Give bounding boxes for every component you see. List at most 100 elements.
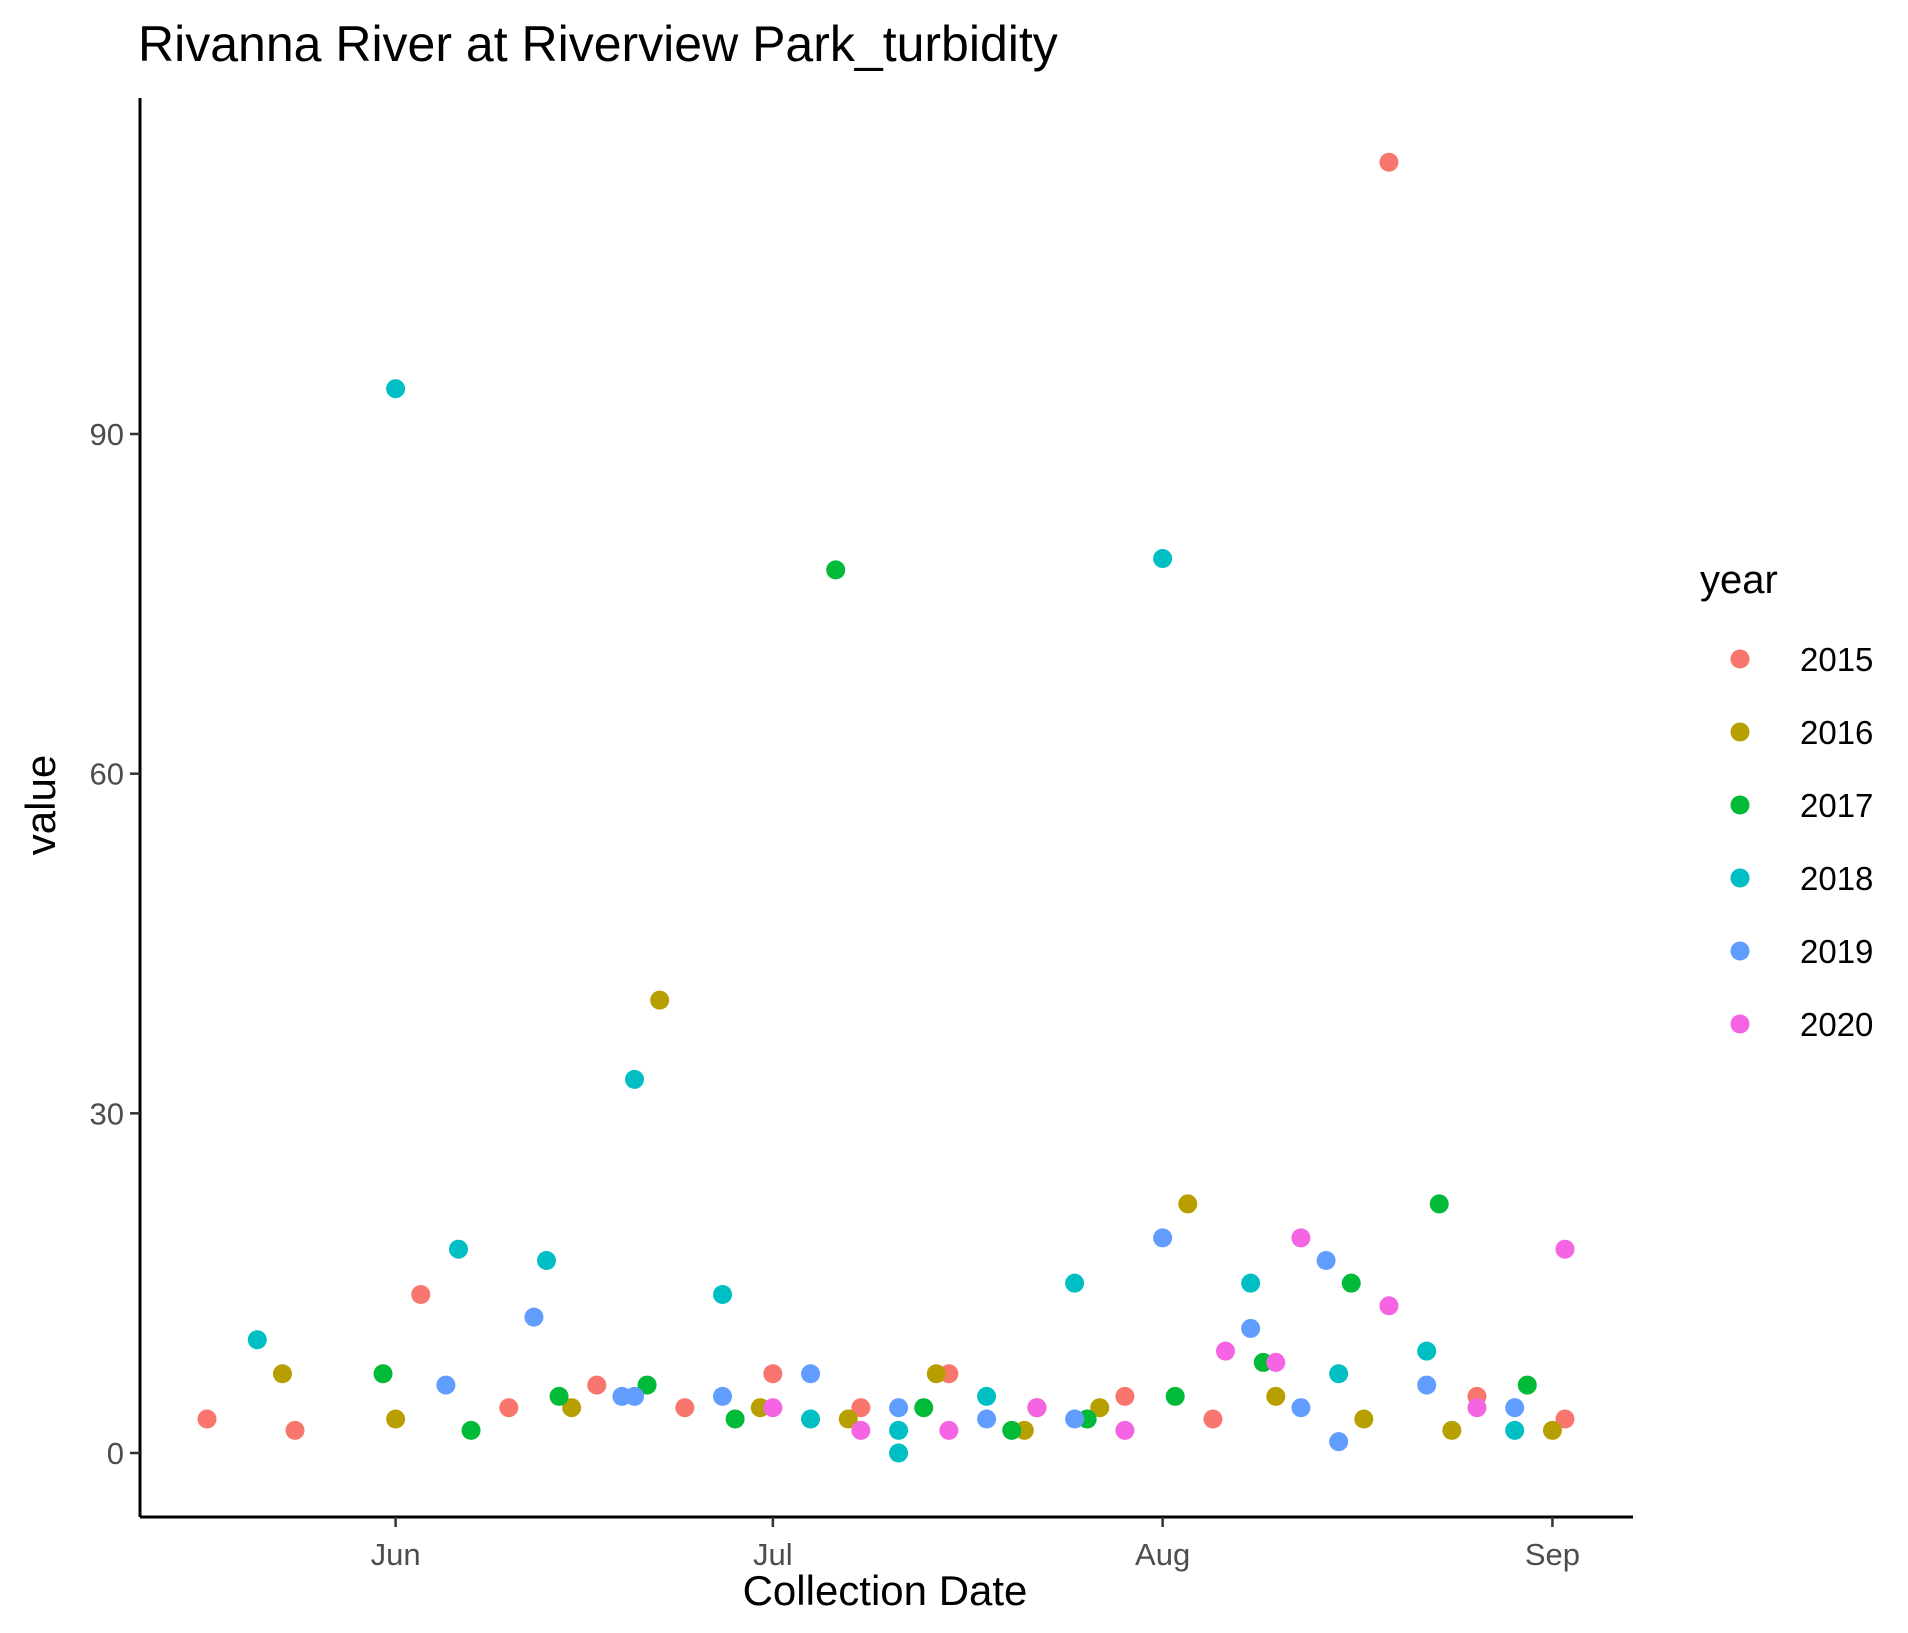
data-point-2017-12 xyxy=(1429,1194,1449,1214)
x-tick-label-sep: Sep xyxy=(1525,1537,1580,1572)
data-point-2019-14 xyxy=(1417,1375,1437,1395)
data-point-2015-2 xyxy=(411,1284,431,1304)
data-points xyxy=(197,152,1575,1463)
data-point-2016-13 xyxy=(1442,1420,1462,1440)
data-point-2017-4 xyxy=(725,1409,745,1429)
y-axis-title: value xyxy=(17,755,64,855)
data-point-2020-8 xyxy=(1379,1296,1399,1316)
data-point-2016-1 xyxy=(386,1409,406,1429)
axes: 0 30 60 90 Jun Jul Aug Sep xyxy=(90,98,1633,1572)
data-point-2016-11 xyxy=(1266,1386,1286,1406)
data-point-2018-11 xyxy=(1153,549,1173,569)
legend: year 2015 2016 2017 2018 2019 2020 xyxy=(1700,558,1873,1043)
data-point-2020-0 xyxy=(763,1398,783,1418)
data-point-2016-10 xyxy=(1178,1194,1198,1214)
data-point-2018-6 xyxy=(801,1409,821,1429)
data-point-2016-9 xyxy=(1090,1398,1110,1418)
data-point-2018-5 xyxy=(713,1284,733,1304)
data-point-2019-15 xyxy=(1505,1398,1525,1418)
x-tick-label-jun: Jun xyxy=(371,1537,421,1572)
data-point-2017-5 xyxy=(826,560,846,580)
data-point-2016-6 xyxy=(926,1364,946,1384)
data-point-2017-7 xyxy=(1002,1420,1022,1440)
legend-key-2019 xyxy=(1730,941,1750,961)
data-point-2015-5 xyxy=(675,1398,695,1418)
data-point-2019-1 xyxy=(524,1307,544,1327)
data-point-2018-9 xyxy=(977,1386,997,1406)
data-point-2019-3 xyxy=(625,1386,645,1406)
data-point-2019-13 xyxy=(1329,1432,1349,1452)
data-point-2017-2 xyxy=(549,1386,569,1406)
legend-label-2016: 2016 xyxy=(1800,714,1873,751)
y-tick-label-30: 30 xyxy=(90,1096,124,1131)
data-point-2017-13 xyxy=(1517,1375,1537,1395)
y-tick-label-90: 90 xyxy=(90,417,124,452)
data-point-2015-10 xyxy=(1115,1386,1135,1406)
data-point-2017-6 xyxy=(914,1398,934,1418)
data-point-2018-10 xyxy=(1065,1273,1085,1293)
data-point-2018-8 xyxy=(889,1420,909,1440)
data-point-2015-14 xyxy=(1555,1409,1575,1429)
legend-label-2019: 2019 xyxy=(1800,933,1873,970)
data-point-2015-6 xyxy=(763,1364,783,1384)
data-point-2017-1 xyxy=(461,1420,481,1440)
data-point-2019-11 xyxy=(1291,1398,1311,1418)
data-point-2019-6 xyxy=(889,1398,909,1418)
data-point-2019-9 xyxy=(1153,1228,1173,1248)
y-tick-label-0: 0 xyxy=(107,1436,124,1471)
data-point-2020-6 xyxy=(1266,1352,1286,1372)
legend-label-2020: 2020 xyxy=(1800,1006,1873,1043)
data-point-2017-0 xyxy=(373,1364,393,1384)
data-point-2018-15 xyxy=(1505,1420,1525,1440)
data-point-2016-5 xyxy=(838,1409,858,1429)
legend-label-2018: 2018 xyxy=(1800,860,1873,897)
legend-title: year xyxy=(1700,558,1778,602)
data-point-2019-8 xyxy=(1065,1409,1085,1429)
data-point-2020-10 xyxy=(1555,1239,1575,1259)
chart-title: Rivanna River at Riverview Park_turbidit… xyxy=(138,16,1058,72)
data-point-2018-12 xyxy=(1241,1273,1261,1293)
data-point-2020-4 xyxy=(1115,1420,1135,1440)
y-tick-label-60: 60 xyxy=(90,757,124,792)
data-point-2019-0 xyxy=(436,1375,456,1395)
legend-key-2018 xyxy=(1730,868,1750,888)
data-point-2015-3 xyxy=(499,1398,519,1418)
data-point-2020-1 xyxy=(851,1420,871,1440)
data-point-2020-5 xyxy=(1216,1341,1235,1361)
data-point-2018-2 xyxy=(448,1239,468,1259)
data-point-2018-14 xyxy=(1417,1341,1437,1361)
data-point-2019-7 xyxy=(977,1409,997,1429)
data-point-2016-12 xyxy=(1354,1409,1374,1429)
data-point-2018-7 xyxy=(889,1443,909,1463)
legend-key-2017 xyxy=(1730,795,1750,815)
data-point-2020-9 xyxy=(1467,1398,1487,1418)
data-point-2015-1 xyxy=(285,1420,305,1440)
data-point-2019-12 xyxy=(1316,1251,1336,1271)
x-tick-label-aug: Aug xyxy=(1135,1537,1190,1572)
data-point-2016-3 xyxy=(650,990,670,1010)
data-point-2016-0 xyxy=(272,1364,292,1384)
legend-key-2020 xyxy=(1730,1014,1750,1034)
data-point-2015-11 xyxy=(1203,1409,1223,1429)
data-point-2018-4 xyxy=(625,1069,645,1089)
data-point-2018-3 xyxy=(537,1251,556,1271)
data-point-2018-0 xyxy=(247,1330,267,1350)
data-point-2017-9 xyxy=(1165,1386,1185,1406)
data-point-2016-14 xyxy=(1542,1420,1562,1440)
legend-key-2016 xyxy=(1730,722,1750,742)
data-point-2018-13 xyxy=(1329,1364,1349,1384)
data-point-2019-4 xyxy=(713,1386,733,1406)
data-point-2020-3 xyxy=(1027,1398,1047,1418)
legend-key-2015 xyxy=(1730,649,1750,669)
data-point-2015-0 xyxy=(197,1409,217,1429)
x-tick-label-jul: Jul xyxy=(753,1537,793,1572)
legend-label-2017: 2017 xyxy=(1800,787,1873,824)
data-point-2020-2 xyxy=(939,1420,959,1440)
data-point-2017-11 xyxy=(1341,1273,1361,1293)
data-point-2019-5 xyxy=(801,1364,821,1384)
data-point-2015-4 xyxy=(587,1375,607,1395)
legend-label-2015: 2015 xyxy=(1800,641,1873,678)
x-axis-title: Collection Date xyxy=(743,1567,1028,1614)
data-point-2020-7 xyxy=(1291,1228,1311,1248)
